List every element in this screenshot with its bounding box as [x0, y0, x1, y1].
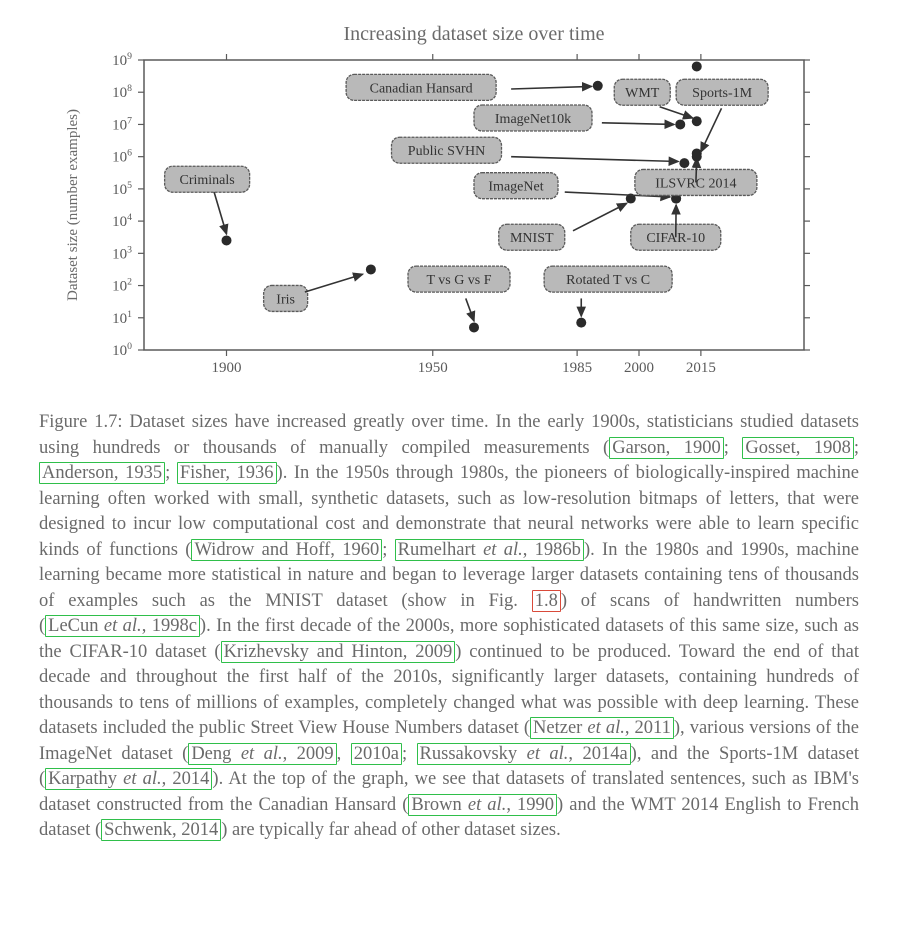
figure-caption: Figure 1.7: Dataset sizes have increased…	[39, 410, 859, 844]
svg-text:109: 109	[112, 51, 132, 69]
svg-text:1950: 1950	[418, 360, 448, 376]
cite-rumelhart[interactable]: Rumelhart et al., 1986b	[395, 539, 584, 561]
cite-krizhevsky[interactable]: Krizhevsky and Hinton, 2009	[221, 641, 456, 663]
svg-text:102: 102	[112, 277, 132, 295]
svg-text:ImageNet: ImageNet	[488, 180, 543, 195]
svg-text:103: 103	[112, 244, 132, 262]
svg-text:101: 101	[112, 309, 132, 327]
cite-karpathy[interactable]: Karpathy et al., 2014	[45, 768, 212, 790]
cite-netzer[interactable]: Netzer et al., 2011	[530, 717, 674, 739]
figure-label: Figure 1.7:	[39, 412, 122, 432]
svg-text:106: 106	[112, 148, 132, 166]
svg-text:WMT: WMT	[625, 86, 660, 101]
cite-brown[interactable]: Brown et al., 1990	[408, 794, 557, 816]
svg-text:Rotated T vs C: Rotated T vs C	[566, 273, 650, 288]
svg-text:104: 104	[112, 212, 132, 230]
svg-text:108: 108	[112, 83, 132, 101]
dataset-size-chart: Increasing dataset size over time Dataset…	[59, 20, 834, 390]
svg-text:2015: 2015	[686, 360, 716, 376]
svg-text:Public SVHN: Public SVHN	[408, 144, 485, 159]
cite-anderson[interactable]: Anderson, 1935	[39, 462, 165, 484]
svg-text:107: 107	[112, 115, 132, 133]
svg-text:Dataset size (number examples): Dataset size (number examples)	[65, 109, 81, 301]
svg-text:ImageNet10k: ImageNet10k	[495, 112, 571, 127]
svg-text:105: 105	[112, 180, 132, 198]
cite-deng10[interactable]: 2010a	[351, 743, 402, 765]
svg-text:Increasing dataset size over t: Increasing dataset size over time	[344, 23, 605, 45]
svg-text:T vs G vs F: T vs G vs F	[426, 273, 491, 288]
cite-schwenk[interactable]: Schwenk, 2014	[101, 819, 221, 841]
chart-container: Increasing dataset size over time Dataset…	[59, 20, 839, 390]
cite-russakovsky[interactable]: Russakovsky et al., 2014a	[417, 743, 631, 765]
cite-fisher[interactable]: Fisher, 1936	[177, 462, 277, 484]
svg-text:Canadian Hansard: Canadian Hansard	[370, 81, 473, 96]
svg-text:1985: 1985	[562, 360, 592, 376]
cite-gosset[interactable]: Gosset, 1908	[742, 437, 853, 459]
svg-text:MNIST: MNIST	[510, 231, 554, 246]
cite-widrow[interactable]: Widrow and Hoff, 1960	[191, 539, 382, 561]
cite-deng09[interactable]: Deng et al., 2009	[188, 743, 336, 765]
svg-text:2000: 2000	[624, 360, 654, 376]
svg-text:Sports-1M: Sports-1M	[692, 86, 752, 101]
figure-ref-1-8[interactable]: 1.8	[532, 590, 561, 612]
svg-text:Iris: Iris	[276, 292, 295, 307]
caption-text-11: ) are typically far ahead of other datas…	[221, 820, 561, 840]
svg-text:100: 100	[112, 341, 132, 359]
cite-garson[interactable]: Garson, 1900	[609, 437, 724, 459]
cite-lecun[interactable]: LeCun et al., 1998c	[45, 615, 200, 637]
svg-text:1900: 1900	[212, 360, 242, 376]
svg-text:Criminals: Criminals	[180, 173, 235, 188]
caption-text-1: Dataset sizes have increased greatly ove…	[39, 412, 859, 458]
